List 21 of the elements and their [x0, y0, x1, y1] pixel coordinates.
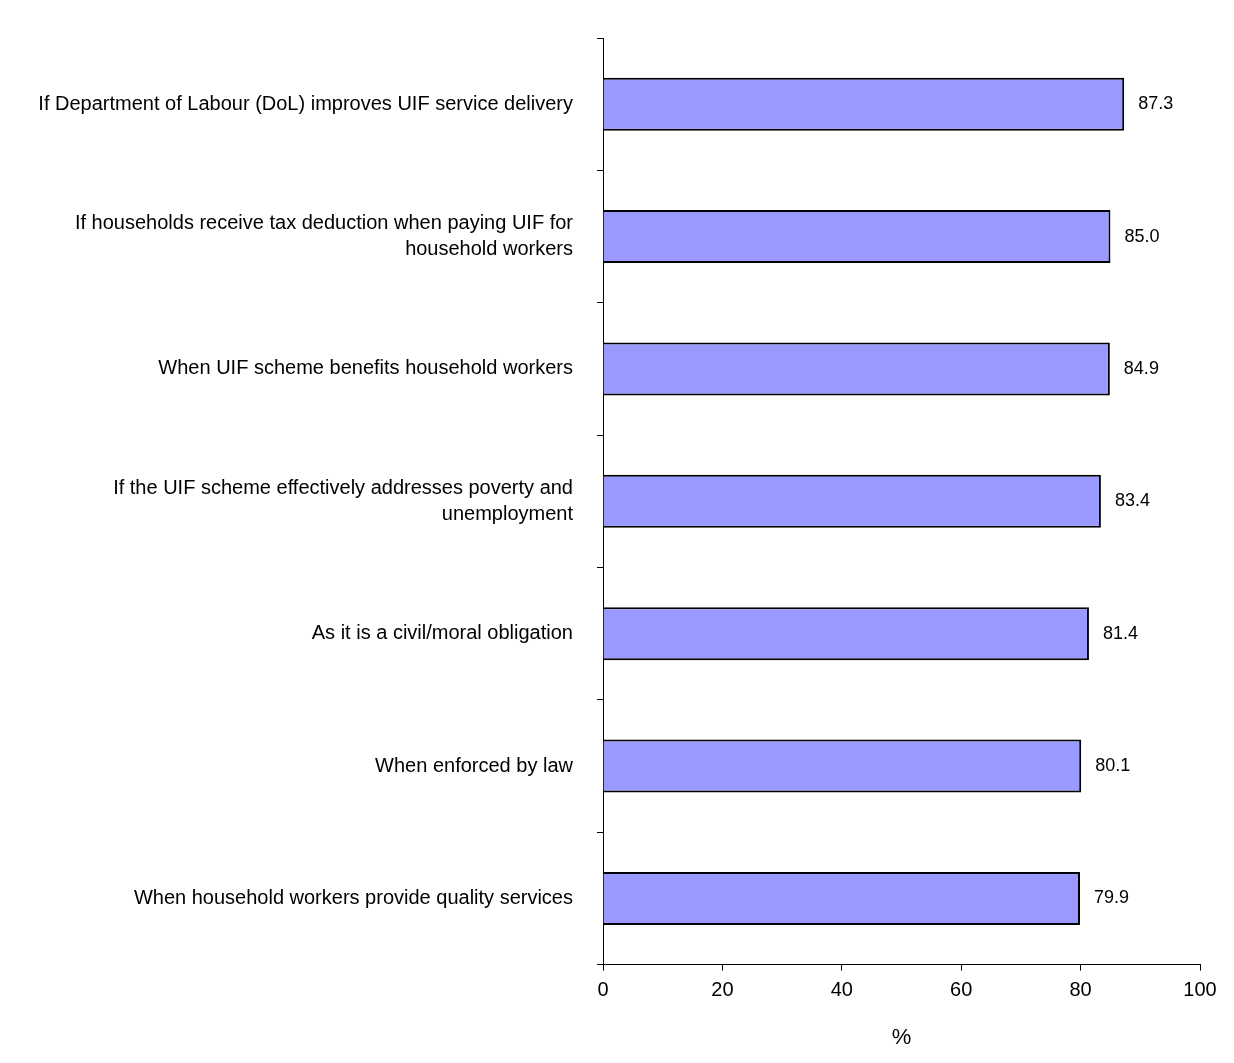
x-tick-label: 20: [711, 978, 734, 1001]
y-tick-label: If the UIF scheme effectively addresses poverty and unemployment: [113, 475, 574, 524]
x-tick-label: 100: [1183, 978, 1217, 1001]
x-tick-label: 80: [1069, 978, 1092, 1001]
y-tick-label: As it is a civil/moral obligation: [311, 621, 573, 644]
data-label: 81.4: [1102, 622, 1138, 643]
data-label: 85.0: [1124, 225, 1160, 246]
y-tick-label: When enforced by law: [375, 753, 574, 776]
y-tick-label: When household workers provide quality services: [133, 885, 573, 908]
x-tick-label: 40: [830, 978, 853, 1001]
data-label: 87.3: [1138, 93, 1174, 114]
data-label: 80.1: [1095, 755, 1131, 776]
y-tick-label: When UIF scheme benefits household workers: [158, 356, 573, 379]
data-label: 84.9: [1123, 357, 1159, 378]
x-axis-title: %: [891, 1023, 912, 1049]
data-label: 83.4: [1114, 490, 1150, 511]
data-label: 79.9: [1094, 887, 1130, 908]
y-tick-label: If households receive tax deduction when paying UIF for household workers: [74, 211, 574, 260]
x-tick-label: 0: [597, 978, 609, 1001]
y-tick-label: If Department of Labour (DoL) improves UIF service delivery: [38, 91, 573, 114]
x-tick-label: 60: [950, 978, 973, 1001]
